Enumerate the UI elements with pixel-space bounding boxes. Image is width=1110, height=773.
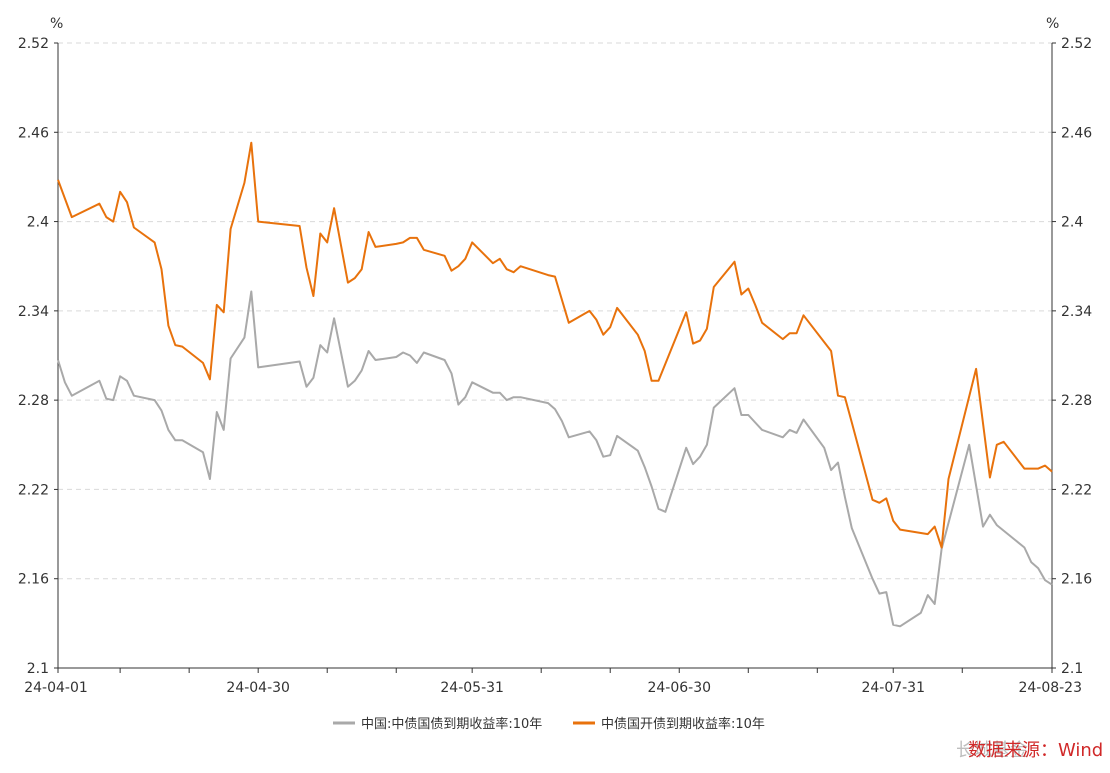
y-tick-label-left: 2.52 [18, 36, 49, 52]
legend-label-1: 中国:中债国债到期收益率:10年 [361, 716, 542, 732]
x-tick-label: 24-04-30 [226, 680, 290, 696]
watermark-logo: 长城基金 数据来源：Wind [956, 740, 1103, 761]
svg-text:长城基金: 长城基金 [956, 740, 1028, 761]
y-tick-label-left: 2.22 [18, 482, 49, 498]
y-unit-right: % [1046, 16, 1059, 32]
y-tick-label-left: 2.16 [18, 572, 49, 588]
axes [57, 43, 1053, 669]
y-tick-label-left: 2.1 [27, 661, 49, 677]
x-tick-labels: 24-04-01 24-04-30 24-05-31 24-06-30 24-07-31… [24, 668, 1082, 696]
y-tick-label-right: 2.16 [1061, 572, 1092, 588]
y-tick-labels: 2.1 2.1 2.16 2.16 2.22 2.22 2.28 2.28 2.34 2.34 2.… [18, 36, 1092, 677]
x-tick-label: 24-05-31 [440, 680, 504, 696]
grid-lines [54, 42, 1056, 669]
watermark-backdrop [970, 739, 1080, 761]
series-line-1 [57, 290, 1053, 628]
y-tick-label-left: 2.46 [18, 125, 49, 141]
series-lines [57, 141, 1053, 628]
y-tick-label-right: 2.28 [1061, 393, 1092, 409]
y-tick-label-right: 2.4 [1061, 215, 1083, 231]
legend: 中国:中债国债到期收益率:10年 中债国开债到期收益率:10年 [333, 716, 765, 732]
x-tick-label: 24-07-31 [861, 680, 925, 696]
y-unit-left: % [50, 16, 63, 32]
watermark: 长城基金 数据来源：Wind [956, 739, 1103, 761]
y-tick-label-right: 2.1 [1061, 661, 1083, 677]
y-tick-label-left: 2.28 [18, 393, 49, 409]
y-tick-label-left: 2.34 [18, 304, 49, 320]
y-tick-label-right: 2.46 [1061, 125, 1092, 141]
svg-text:数据来源：Wind: 数据来源：Wind [968, 740, 1103, 761]
y-tick-label-right: 2.22 [1061, 482, 1092, 498]
legend-label-2: 中债国开债到期收益率:10年 [601, 716, 765, 732]
y-tick-label-right: 2.34 [1061, 304, 1092, 320]
y-tick-label-left: 2.4 [27, 215, 49, 231]
x-tick-label: 24-04-01 [24, 680, 88, 696]
y-tick-label-right: 2.52 [1061, 36, 1092, 52]
x-tick-label: 24-06-30 [647, 680, 711, 696]
x-tick-label: 24-08-23 [1018, 680, 1082, 696]
series-line-2 [57, 141, 1053, 549]
